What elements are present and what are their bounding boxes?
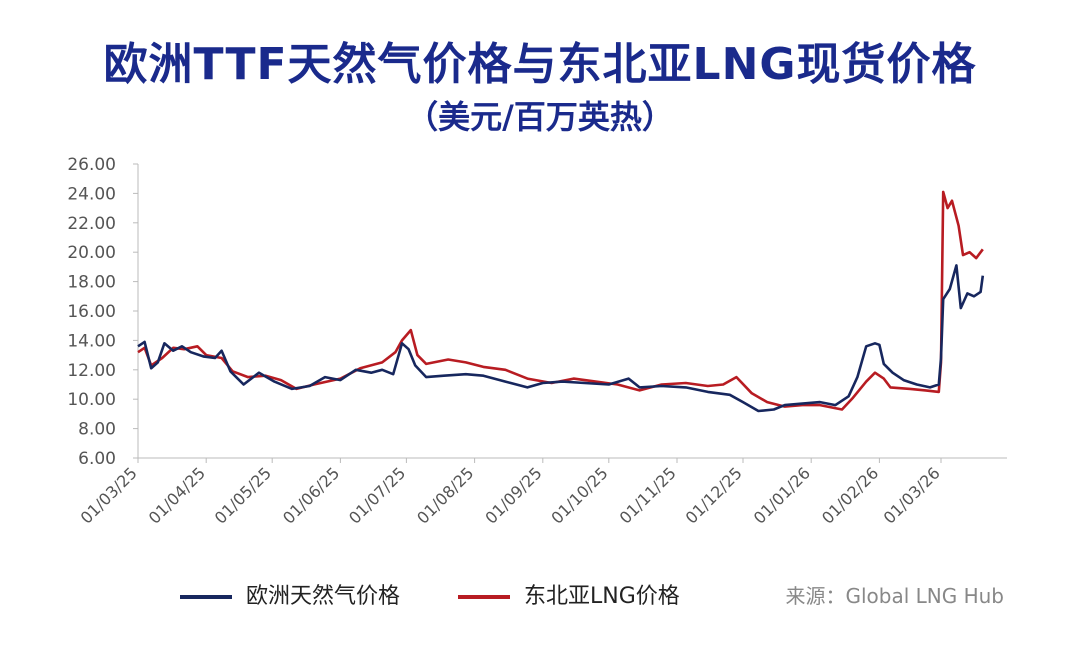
x-tick-label: 01/06/25 <box>279 463 343 527</box>
x-tick-label: 01/02/26 <box>818 463 882 527</box>
legend-swatch-lng <box>458 595 510 599</box>
y-tick-label: 20.00 <box>67 243 116 263</box>
chart-title: 欧洲TTF天然气价格与东北亚LNG现货价格 <box>103 39 977 90</box>
y-tick-label: 26.00 <box>67 155 116 175</box>
x-tick-label: 01/07/25 <box>345 463 409 527</box>
y-tick-label: 10.00 <box>67 390 116 410</box>
y-tick-label: 6.00 <box>78 449 116 469</box>
series-line-lng <box>137 190 984 411</box>
y-tick-label: 8.00 <box>78 420 116 440</box>
source-note: 来源：Global LNG Hub <box>785 584 1004 608</box>
legend-label-ttf: 欧洲天然气价格 <box>246 584 401 609</box>
x-tick-label: 01/12/25 <box>682 463 746 527</box>
series-line-ttf <box>137 264 985 413</box>
y-tick-label: 12.00 <box>67 361 116 381</box>
x-tick-label: 01/10/25 <box>547 463 611 527</box>
x-tick-label: 01/08/25 <box>413 463 477 527</box>
x-tick-label: 01/05/25 <box>211 463 275 527</box>
legend-swatch-ttf <box>180 595 232 599</box>
legend-item-ttf: 欧洲天然气价格 <box>180 578 400 610</box>
x-tick-label: 01/11/25 <box>616 463 680 527</box>
y-tick-label: 14.00 <box>67 331 116 351</box>
legend-item-lng: 东北亚LNG价格 <box>458 578 680 610</box>
x-tick-label: 01/03/26 <box>880 463 944 527</box>
chart-subtitle: （美元/百万英热） <box>406 98 674 136</box>
y-tick-label: 24.00 <box>67 184 116 204</box>
y-tick-label: 22.00 <box>67 214 116 234</box>
x-tick-label: 01/04/25 <box>145 463 209 527</box>
legend-label-lng: 东北亚LNG价格 <box>524 584 680 609</box>
x-tick-label: 01/01/26 <box>750 463 814 527</box>
x-tick-label: 01/09/25 <box>481 463 545 527</box>
y-tick-label: 16.00 <box>67 302 116 322</box>
x-tick-label: 01/03/25 <box>77 463 141 527</box>
y-tick-label: 18.00 <box>67 273 116 293</box>
